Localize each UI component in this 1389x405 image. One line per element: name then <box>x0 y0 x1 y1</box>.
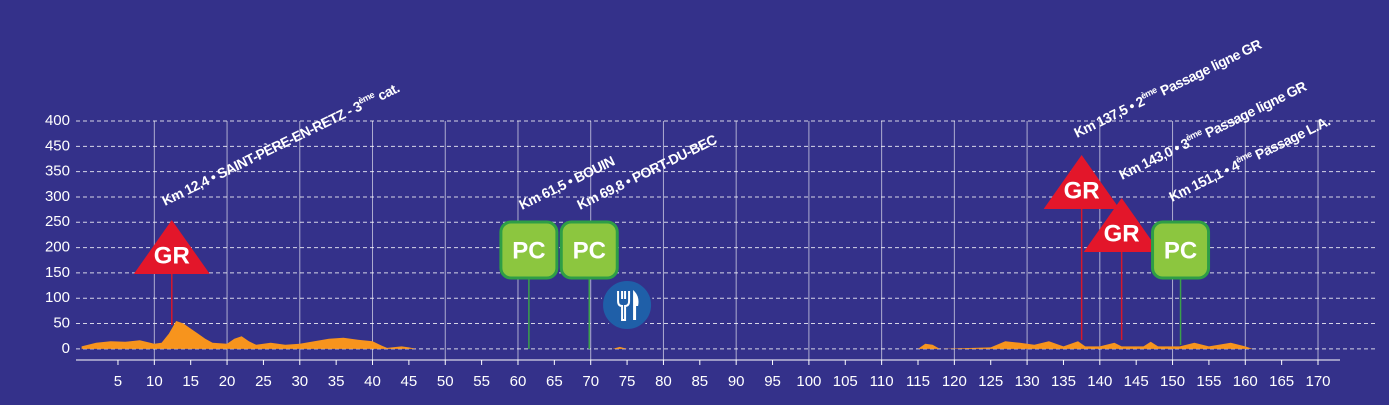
x-tick-label: 50 <box>437 373 454 390</box>
x-tick-label: 155 <box>1196 373 1221 390</box>
pc-box <box>499 220 559 280</box>
knife <box>633 290 639 320</box>
x-tick-label: 20 <box>219 373 236 390</box>
x-tick-label: 135 <box>1051 373 1076 390</box>
gr-triangle <box>133 220 210 274</box>
x-tick-label: 165 <box>1269 373 1294 390</box>
gr-triangle <box>1043 155 1120 209</box>
fork <box>617 291 631 321</box>
y-tick-label: 350 <box>45 163 70 180</box>
x-tick-label: 150 <box>1160 373 1185 390</box>
x-tick-label: 55 <box>473 373 490 390</box>
gr-label: GR <box>1104 220 1140 247</box>
x-tick-label: 125 <box>978 373 1003 390</box>
x-tick-label: 100 <box>796 373 821 390</box>
y-tick-label: 50 <box>53 315 70 332</box>
x-tick-label: 115 <box>906 373 930 390</box>
x-tick-label: 120 <box>942 373 967 390</box>
restaurant-icon <box>601 279 654 331</box>
x-tick-label: 80 <box>655 373 672 390</box>
x-tick-label: 85 <box>691 373 708 390</box>
elevation-profile <box>81 321 1253 349</box>
x-tick-label: 30 <box>291 373 308 390</box>
x-tick-label: 75 <box>619 373 636 390</box>
x-tick-label: 140 <box>1087 373 1112 390</box>
x-tick-label: 10 <box>146 373 163 390</box>
gr-triangle <box>1083 198 1160 252</box>
x-tick-label: 90 <box>728 373 745 390</box>
y-tick-label: 200 <box>45 239 70 256</box>
x-tick-label: 65 <box>546 373 563 390</box>
x-tick-label: 40 <box>364 373 381 390</box>
y-tick-label: 400 <box>45 112 70 129</box>
x-tick-label: 45 <box>401 373 418 390</box>
gr-label: GR <box>1064 177 1100 204</box>
x-tick-label: 105 <box>833 373 858 390</box>
x-tick-label: 25 <box>255 373 272 390</box>
gr-label: GR <box>154 242 190 269</box>
y-tick-label: 250 <box>45 213 70 230</box>
x-tick-label: 160 <box>1233 373 1258 390</box>
x-tick-label: 35 <box>328 373 345 390</box>
x-tick-label: 95 <box>764 373 781 390</box>
x-tick-label: 110 <box>870 373 894 390</box>
x-tick-label: 70 <box>582 373 599 390</box>
pc-box <box>559 220 619 280</box>
x-tick-label: 60 <box>510 373 527 390</box>
y-tick-label: 300 <box>45 188 70 205</box>
pc-box <box>1151 220 1211 280</box>
x-tick-label: 170 <box>1305 373 1330 390</box>
x-tick-label: 145 <box>1124 373 1149 390</box>
pc-label: PC <box>512 237 545 264</box>
y-tick-label: 150 <box>45 264 70 281</box>
y-tick-label: 100 <box>45 289 70 306</box>
pc-label: PC <box>1164 237 1197 264</box>
y-tick-label: 450 <box>45 137 70 154</box>
pc-label: PC <box>573 237 606 264</box>
x-tick-label: 5 <box>114 373 122 390</box>
y-tick-label: 0 <box>62 340 70 357</box>
x-tick-label: 130 <box>1015 373 1040 390</box>
x-tick-label: 15 <box>182 373 199 390</box>
